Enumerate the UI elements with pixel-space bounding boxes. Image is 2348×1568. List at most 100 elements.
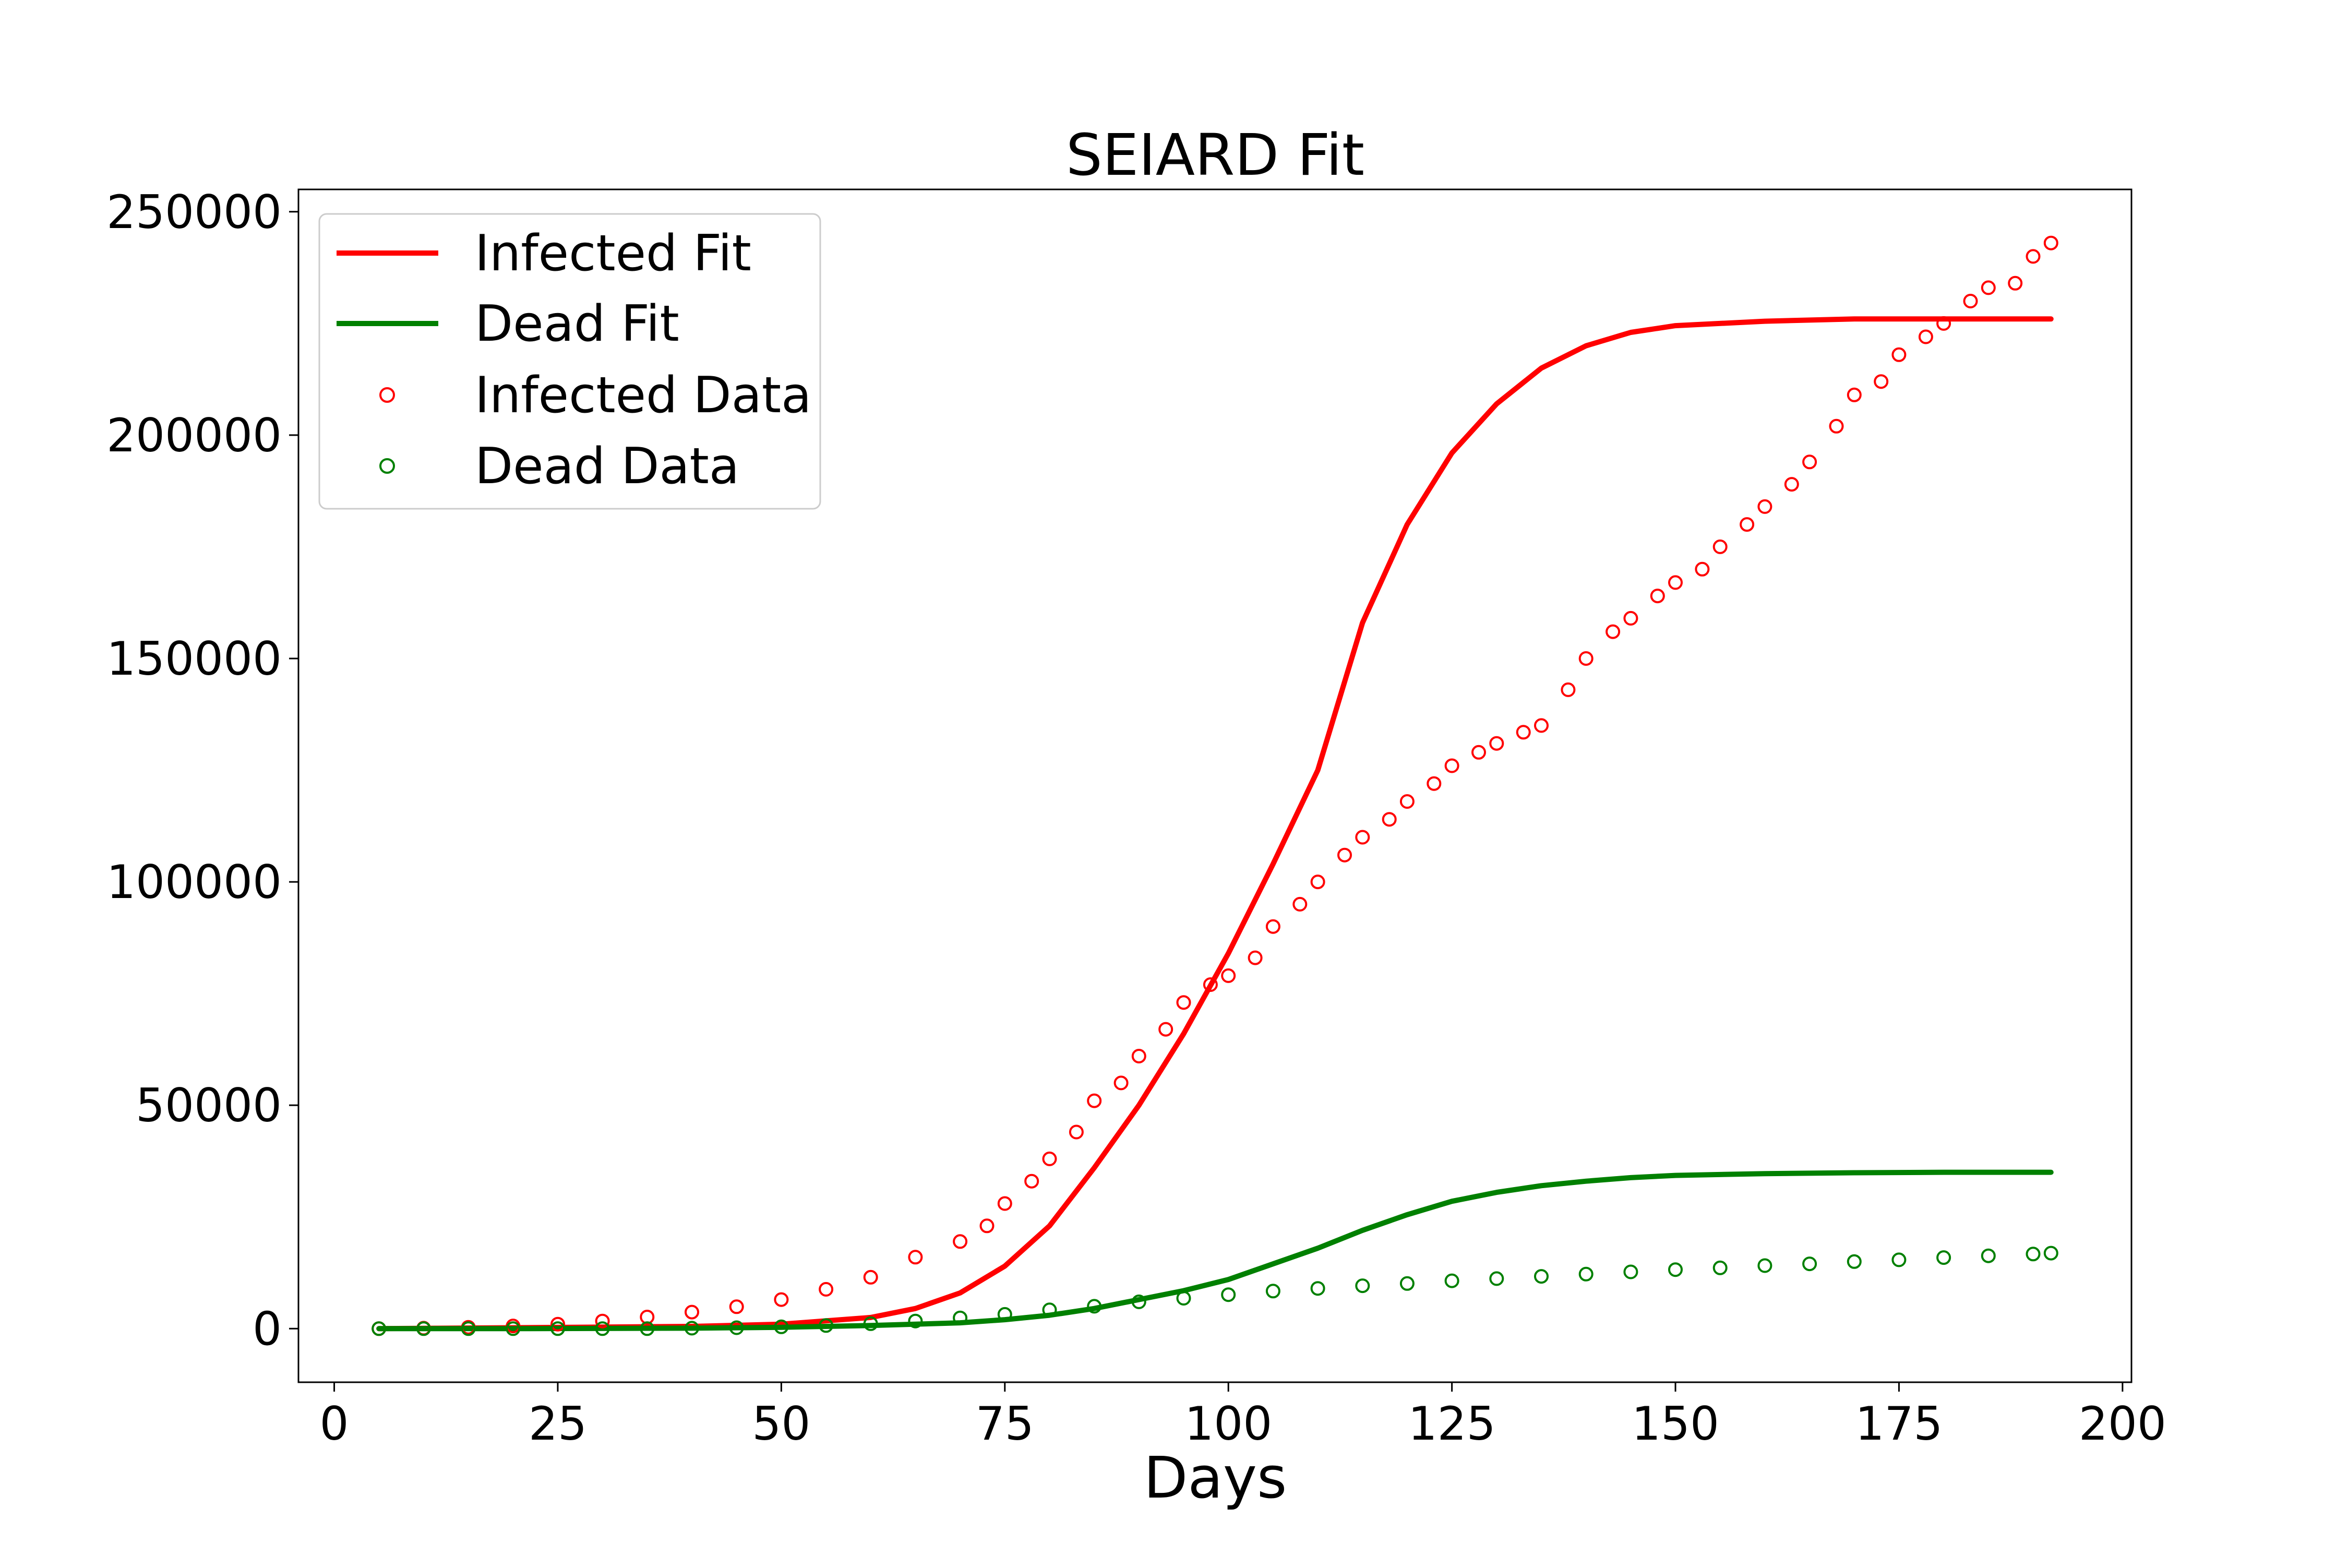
data-point-infected-data — [1918, 329, 1933, 344]
data-point-infected-data — [1399, 794, 1415, 809]
data-point-dead-data — [1489, 1271, 1504, 1286]
data-point-infected-data — [1292, 896, 1308, 912]
data-point-dead-data — [1757, 1258, 1772, 1273]
data-point-infected-data — [1981, 280, 1996, 295]
data-point-dead-data — [640, 1321, 655, 1336]
data-point-dead-data — [1534, 1269, 1549, 1284]
plot-area — [372, 235, 2058, 1336]
data-point-dead-data — [1712, 1260, 1728, 1275]
data-point-infected-data — [908, 1250, 923, 1265]
x-tick-label: 0 — [320, 1397, 349, 1451]
legend-marker-infected-data — [379, 387, 395, 403]
data-point-infected-data — [1355, 830, 1370, 845]
data-point-dead-data — [1131, 1294, 1146, 1309]
data-point-dead-data — [506, 1321, 521, 1336]
data-point-infected-data — [1310, 875, 1325, 890]
data-point-infected-data — [1561, 682, 1576, 697]
data-point-infected-data — [1963, 294, 1978, 308]
data-point-infected-data — [1516, 725, 1531, 740]
legend-box — [318, 213, 821, 510]
x-tick-label: 200 — [2079, 1397, 2166, 1451]
data-point-infected-data — [979, 1218, 995, 1234]
data-point-dead-data — [1936, 1250, 1951, 1265]
x-tick-label: 75 — [976, 1397, 1034, 1451]
data-point-dead-data — [1176, 1291, 1191, 1306]
data-point-dead-data — [1265, 1284, 1280, 1299]
data-point-infected-data — [2008, 276, 2023, 291]
data-point-infected-data — [863, 1270, 878, 1285]
series-line-infected-fit — [376, 316, 2054, 1332]
data-point-infected-data — [1337, 847, 1352, 863]
data-point-dead-data — [1355, 1278, 1370, 1294]
y-tick-label: 50000 — [136, 1079, 282, 1132]
data-point-infected-data — [1176, 995, 1191, 1010]
data-point-infected-data — [550, 1316, 565, 1332]
axis-ticks: 0 25 50 75 100 125 150 175 200 0 50000 100000 150000… — [106, 185, 2166, 1451]
data-point-dead-data — [595, 1321, 610, 1336]
data-point-infected-data — [1158, 1022, 1173, 1037]
data-point-infected-data — [1784, 477, 1799, 492]
data-point-dead-data — [1578, 1266, 1594, 1282]
data-point-infected-data — [1847, 387, 1862, 402]
data-point-dead-data — [1221, 1287, 1236, 1302]
data-point-dead-data — [461, 1321, 476, 1336]
legend-label-infected-fit: Infected Fit — [475, 225, 751, 282]
data-point-infected-data — [1891, 347, 1907, 362]
x-tick-label: 50 — [752, 1397, 810, 1451]
data-point-infected-data — [1203, 977, 1218, 992]
data-point-infected-data — [1042, 1151, 1057, 1166]
data-point-infected-data — [1024, 1174, 1039, 1189]
data-point-infected-data — [1712, 539, 1728, 554]
data-point-dead-data — [1981, 1248, 1996, 1263]
x-tick-label: 175 — [1855, 1397, 1943, 1451]
data-point-dead-data — [819, 1318, 834, 1333]
data-point-infected-data — [819, 1282, 834, 1297]
legend: Infected Fit Dead Fit Infected Data Dead… — [318, 213, 821, 510]
data-point-infected-data — [1623, 611, 1638, 626]
legend-label-dead-fit: Dead Fit — [475, 295, 679, 353]
data-point-dead-data — [1444, 1273, 1459, 1288]
data-point-dead-data — [1847, 1254, 1862, 1269]
data-point-dead-data — [1668, 1262, 1683, 1277]
data-point-infected-data — [1087, 1093, 1102, 1108]
y-tick-label: 200000 — [106, 409, 282, 462]
data-point-infected-data — [1382, 812, 1397, 827]
data-point-infected-data — [953, 1234, 968, 1249]
data-point-dead-data — [1042, 1302, 1057, 1318]
data-point-dead-data — [550, 1321, 565, 1336]
data-point-infected-data — [1802, 454, 1817, 470]
plot-frame — [297, 188, 2133, 1383]
data-point-dead-data — [1623, 1264, 1638, 1279]
data-point-infected-data — [1113, 1075, 1129, 1091]
legend-label-infected-data: Infected Data — [475, 367, 811, 424]
data-point-infected-data — [1248, 950, 1263, 965]
legend-marker-dead-data — [379, 458, 395, 474]
data-point-infected-data — [729, 1299, 744, 1314]
data-point-dead-data — [1802, 1256, 1817, 1272]
series-line-dead-fit — [376, 1169, 2054, 1332]
data-point-dead-data — [729, 1320, 744, 1335]
data-point-infected-data — [2026, 249, 2041, 264]
data-point-infected-data — [595, 1313, 610, 1328]
data-point-infected-data — [1650, 589, 1665, 604]
data-point-dead-data — [1891, 1252, 1907, 1267]
data-point-infected-data — [1131, 1049, 1146, 1063]
data-point-infected-data — [1578, 651, 1594, 666]
data-point-infected-data — [1221, 968, 1236, 983]
data-point-infected-data — [1534, 718, 1549, 733]
data-point-infected-data — [1427, 776, 1442, 791]
data-point-infected-data — [1444, 758, 1459, 773]
x-tick-label: 100 — [1184, 1397, 1272, 1451]
data-point-dead-data — [908, 1313, 923, 1328]
data-point-infected-data — [1829, 418, 1844, 434]
x-tick-label: 150 — [1632, 1397, 1719, 1451]
data-point-dead-data — [1087, 1299, 1102, 1314]
data-point-infected-data — [1668, 575, 1683, 590]
data-point-infected-data — [1695, 561, 1710, 577]
data-point-infected-data — [1936, 316, 1951, 331]
data-point-dead-data — [2043, 1246, 2058, 1261]
data-point-dead-data — [863, 1316, 878, 1331]
data-point-infected-data — [997, 1196, 1012, 1211]
